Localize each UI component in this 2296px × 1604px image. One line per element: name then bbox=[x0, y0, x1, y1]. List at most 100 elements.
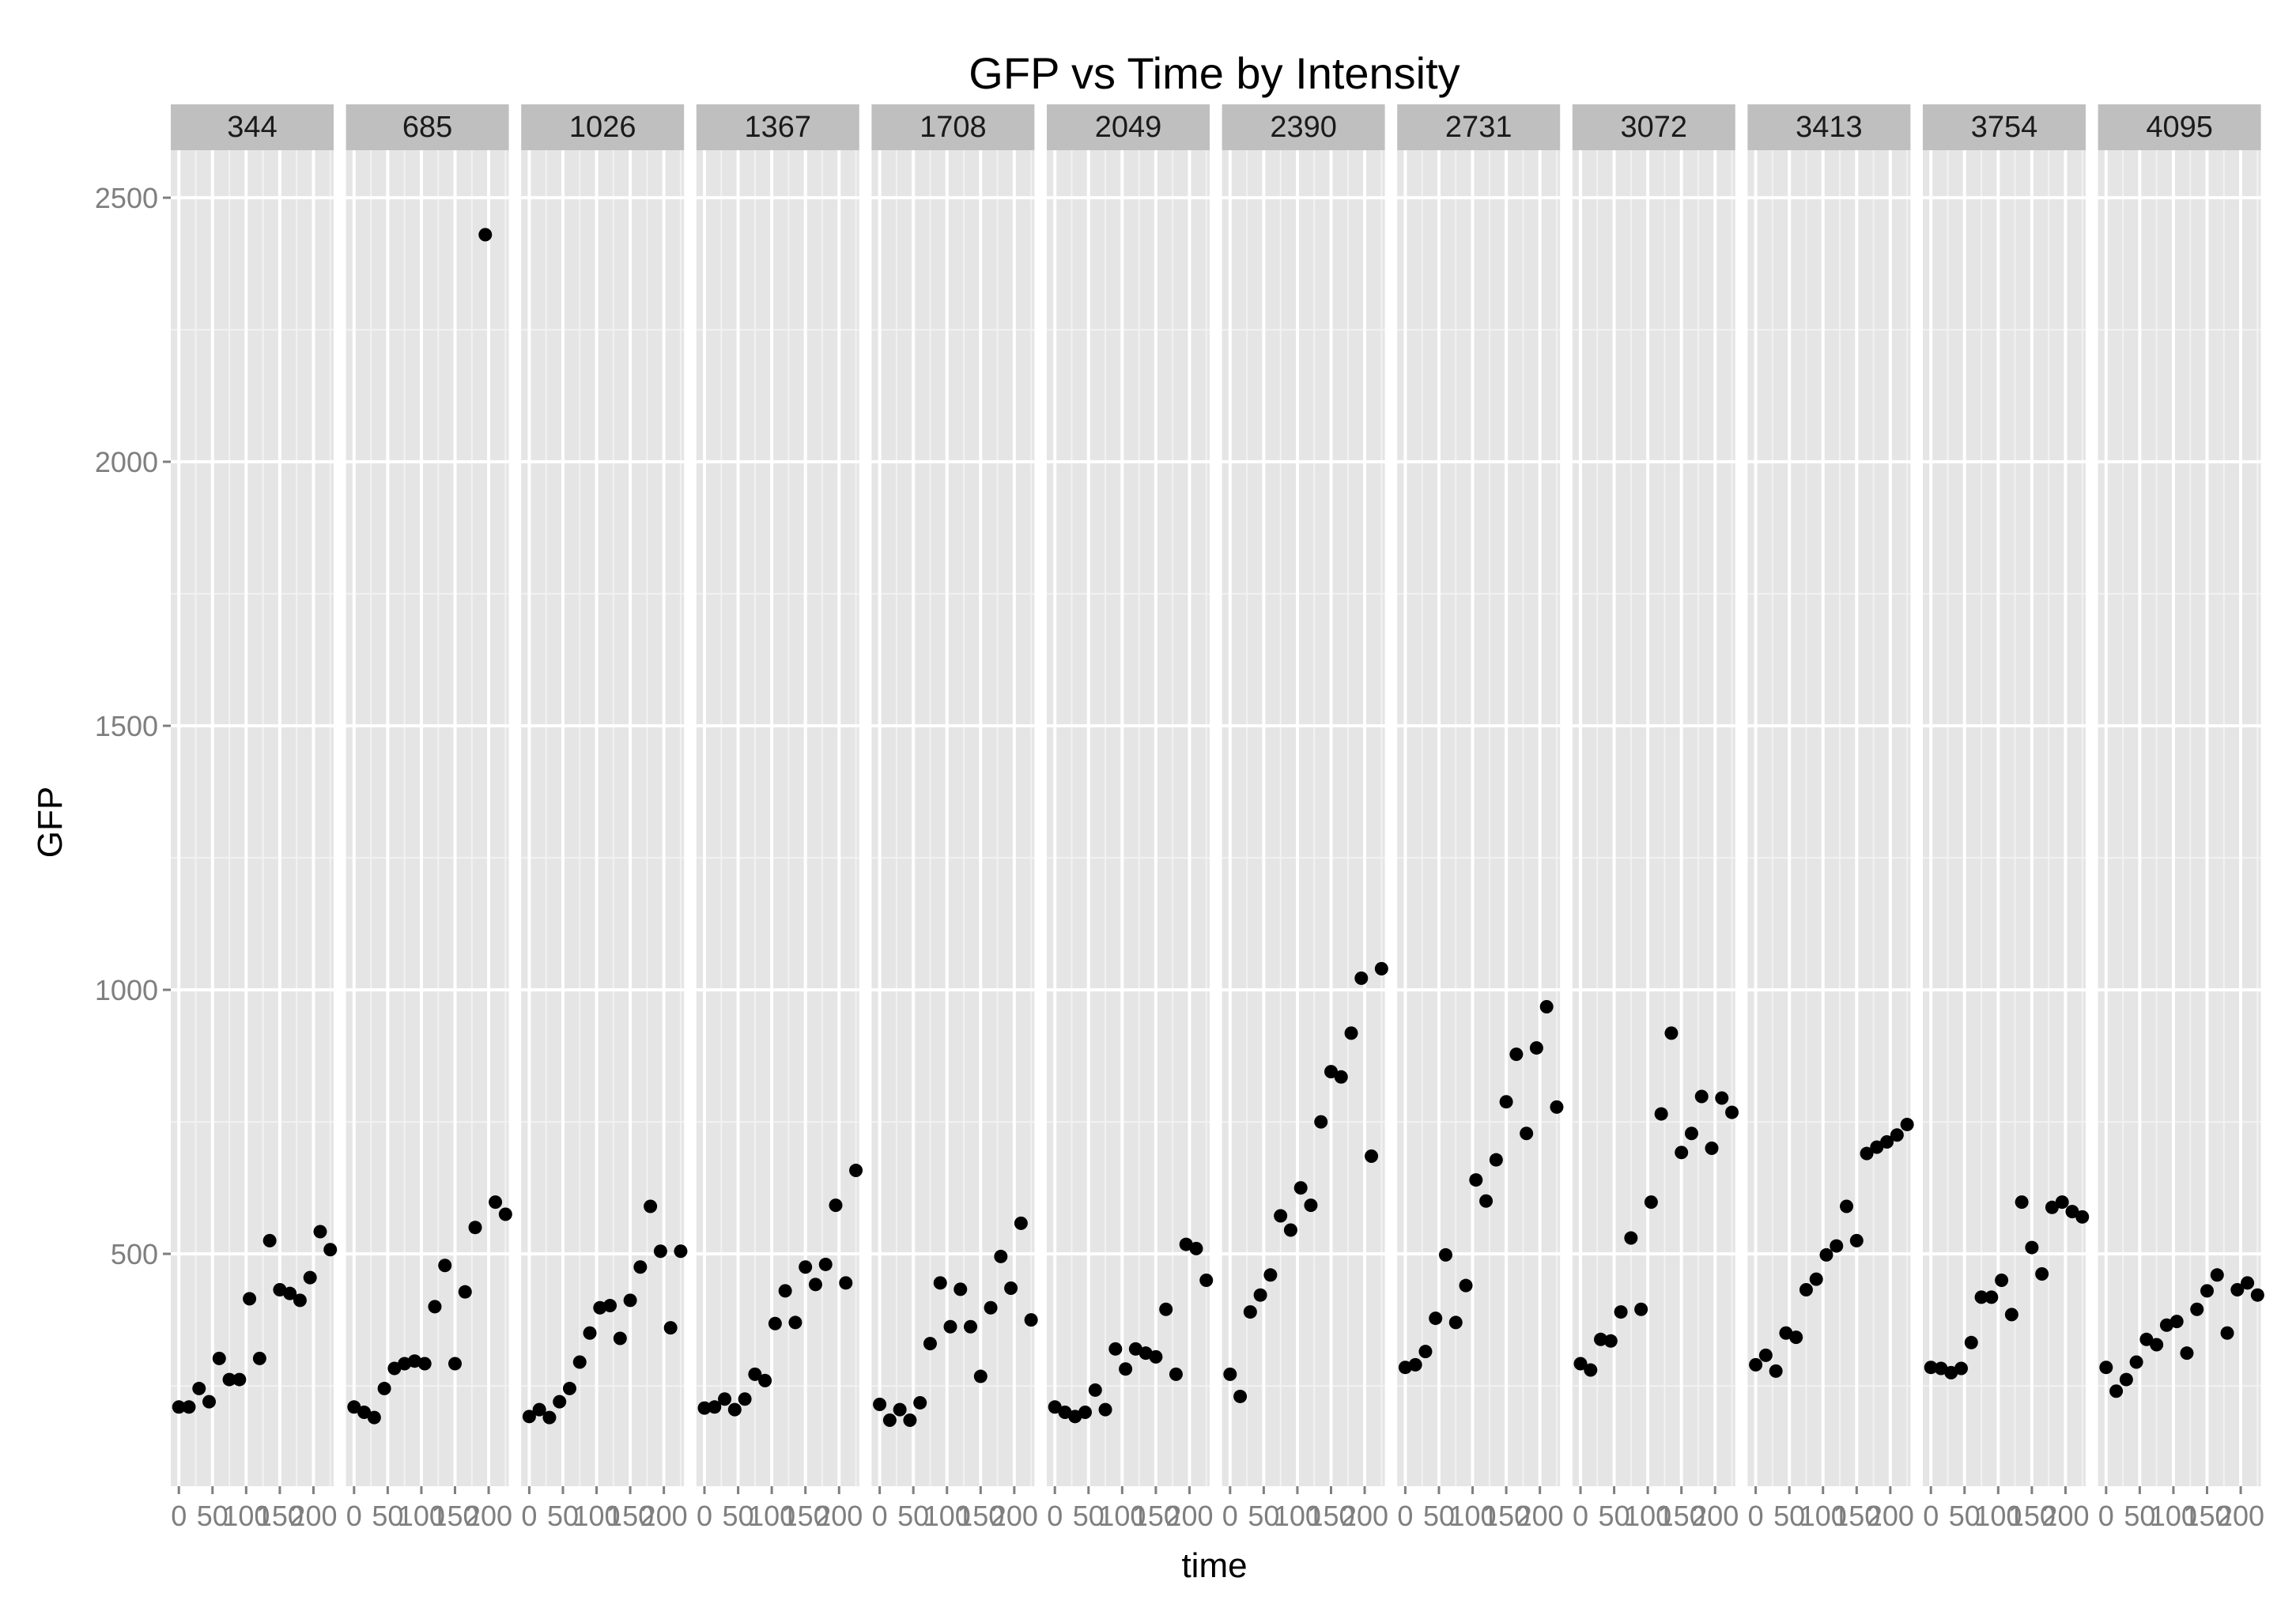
data-point bbox=[882, 1413, 897, 1428]
data-point bbox=[893, 1402, 907, 1417]
x-tick-label: 50 bbox=[1248, 1500, 1279, 1532]
x-tick-label: 150 bbox=[256, 1500, 304, 1532]
data-point bbox=[1274, 1209, 1288, 1223]
x-tick-label: 100 bbox=[222, 1500, 270, 1532]
data-point bbox=[1429, 1312, 1443, 1326]
facet-strip-label: 2731 bbox=[1445, 111, 1512, 144]
facet-strip bbox=[1747, 104, 1911, 150]
data-point bbox=[367, 1410, 381, 1425]
data-point bbox=[303, 1270, 317, 1285]
data-point bbox=[1263, 1268, 1278, 1282]
x-tick-label: 50 bbox=[723, 1500, 754, 1532]
data-point bbox=[202, 1395, 217, 1409]
data-point bbox=[1715, 1091, 1729, 1105]
data-point bbox=[903, 1413, 917, 1428]
data-point bbox=[1479, 1194, 1494, 1208]
data-point bbox=[273, 1283, 287, 1297]
data-point bbox=[2159, 1318, 2173, 1332]
data-point bbox=[262, 1233, 277, 1247]
x-axis-label: time bbox=[1181, 1546, 1247, 1585]
x-tick-label: 0 bbox=[1573, 1500, 1588, 1532]
data-point bbox=[293, 1293, 307, 1308]
data-point bbox=[572, 1355, 587, 1369]
x-tick-label: 100 bbox=[1974, 1500, 2022, 1532]
data-point bbox=[583, 1326, 597, 1340]
data-point bbox=[758, 1373, 772, 1387]
data-point bbox=[407, 1354, 421, 1368]
data-point bbox=[2025, 1240, 2039, 1255]
data-point bbox=[1024, 1313, 1038, 1327]
facet-strip bbox=[871, 104, 1035, 150]
data-point bbox=[2180, 1346, 2194, 1361]
data-point bbox=[663, 1321, 678, 1335]
data-point bbox=[788, 1315, 802, 1330]
data-point bbox=[182, 1400, 196, 1414]
data-point bbox=[1499, 1095, 1513, 1109]
data-point bbox=[1374, 961, 1388, 976]
x-tick-label: 200 bbox=[1516, 1500, 1564, 1532]
data-point bbox=[1314, 1115, 1328, 1129]
facet-strip-label: 3413 bbox=[1796, 111, 1863, 144]
data-point bbox=[522, 1410, 536, 1424]
x-tick-label: 100 bbox=[923, 1500, 971, 1532]
data-point bbox=[283, 1286, 297, 1300]
data-point bbox=[697, 1401, 712, 1415]
x-tick-label: 100 bbox=[2150, 1500, 2197, 1532]
x-tick-label: 150 bbox=[606, 1500, 654, 1532]
data-point bbox=[398, 1357, 412, 1371]
data-point bbox=[347, 1400, 361, 1414]
data-point bbox=[1870, 1140, 1884, 1154]
y-tick-label: 500 bbox=[111, 1238, 158, 1270]
x-tick-label: 0 bbox=[346, 1500, 362, 1532]
data-point bbox=[1179, 1237, 1193, 1251]
x-tick-label: 50 bbox=[1423, 1500, 1455, 1532]
x-tick-label: 200 bbox=[289, 1500, 337, 1532]
data-point bbox=[2035, 1266, 2049, 1281]
data-point bbox=[1324, 1065, 1339, 1079]
data-point bbox=[1539, 999, 1554, 1013]
x-tick-label: 0 bbox=[521, 1500, 537, 1532]
facet-strip-label: 2390 bbox=[1270, 111, 1337, 144]
data-point bbox=[913, 1395, 927, 1410]
data-point bbox=[222, 1372, 236, 1387]
data-point bbox=[1684, 1127, 1698, 1141]
data-point bbox=[1199, 1273, 1214, 1287]
data-point bbox=[2241, 1276, 2255, 1290]
data-point bbox=[768, 1316, 782, 1330]
panel-background bbox=[1397, 150, 1561, 1486]
x-tick-label: 50 bbox=[1073, 1500, 1105, 1532]
data-point bbox=[1974, 1290, 1988, 1304]
facet-strip bbox=[1572, 104, 1735, 150]
data-point bbox=[2250, 1288, 2264, 1302]
data-point bbox=[674, 1244, 688, 1259]
data-point bbox=[489, 1195, 503, 1210]
x-tick-label: 0 bbox=[1047, 1500, 1063, 1532]
data-point bbox=[1614, 1305, 1628, 1319]
facet-strip-label: 1026 bbox=[569, 111, 636, 144]
data-point bbox=[172, 1400, 186, 1414]
panel-background bbox=[1572, 150, 1735, 1486]
panel-background bbox=[871, 150, 1035, 1486]
x-tick-label: 200 bbox=[2041, 1500, 2089, 1532]
facet-strip bbox=[346, 104, 509, 150]
x-tick-label: 50 bbox=[372, 1500, 403, 1532]
data-point bbox=[468, 1221, 482, 1235]
data-point bbox=[1675, 1145, 1689, 1160]
data-point bbox=[1108, 1342, 1123, 1356]
data-point bbox=[984, 1300, 998, 1315]
data-point bbox=[1550, 1100, 1564, 1114]
facet-strip bbox=[696, 104, 859, 150]
data-point bbox=[1860, 1146, 1874, 1161]
x-tick-label: 0 bbox=[1748, 1500, 1764, 1532]
facet-strip-label: 3754 bbox=[1971, 111, 2038, 144]
x-tick-label: 50 bbox=[1773, 1500, 1805, 1532]
data-point bbox=[1438, 1247, 1452, 1262]
data-point bbox=[192, 1381, 206, 1395]
panel-background bbox=[1047, 150, 1210, 1486]
data-point bbox=[1603, 1334, 1618, 1348]
data-point bbox=[2169, 1315, 2184, 1329]
data-point bbox=[1159, 1302, 1173, 1316]
x-tick-label: 100 bbox=[1448, 1500, 1496, 1532]
